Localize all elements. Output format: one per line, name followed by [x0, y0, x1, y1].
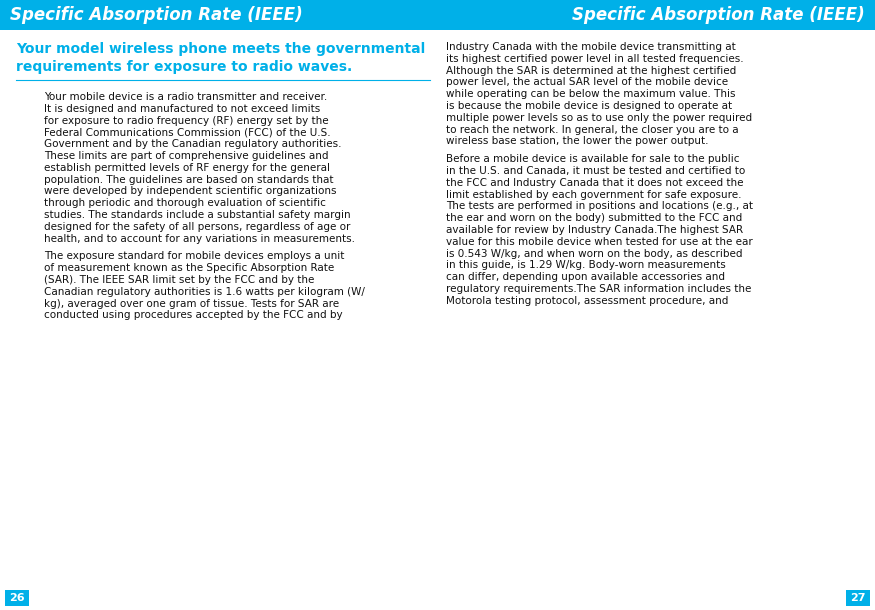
Text: studies. The standards include a substantial safety margin: studies. The standards include a substan… [44, 210, 351, 220]
Text: Federal Communications Commission (FCC) of the U.S.: Federal Communications Commission (FCC) … [44, 127, 331, 137]
Text: the FCC and Industry Canada that it does not exceed the: the FCC and Industry Canada that it does… [446, 178, 744, 188]
Text: Specific Absorption Rate (IEEE): Specific Absorption Rate (IEEE) [10, 6, 303, 24]
Text: value for this mobile device when tested for use at the ear: value for this mobile device when tested… [446, 237, 752, 247]
Text: The tests are performed in positions and locations (e.g., at: The tests are performed in positions and… [446, 201, 753, 212]
Text: were developed by independent scientific organizations: were developed by independent scientific… [44, 187, 337, 196]
Bar [5, 590, 29, 606]
Text: for exposure to radio frequency (RF) energy set by the: for exposure to radio frequency (RF) ene… [44, 116, 329, 126]
Text: Although the SAR is determined at the highest certified: Although the SAR is determined at the hi… [446, 66, 736, 76]
Text: while operating can be below the maximum value. This: while operating can be below the maximum… [446, 89, 736, 99]
Text: is 0.543 W/kg, and when worn on the body, as described: is 0.543 W/kg, and when worn on the body… [446, 249, 743, 259]
Text: (SAR). The IEEE SAR limit set by the FCC and by the: (SAR). The IEEE SAR limit set by the FCC… [44, 275, 314, 285]
Bar [0, 0, 875, 30]
Text: wireless base station, the lower the power output.: wireless base station, the lower the pow… [446, 137, 709, 146]
Text: health, and to account for any variations in measurements.: health, and to account for any variation… [44, 234, 355, 243]
Text: Specific Absorption Rate (IEEE): Specific Absorption Rate (IEEE) [572, 6, 865, 24]
Text: the ear and worn on the body) submitted to the FCC and: the ear and worn on the body) submitted … [446, 214, 742, 223]
Text: Before a mobile device is available for sale to the public: Before a mobile device is available for … [446, 154, 739, 164]
Text: power level, the actual SAR level of the mobile device: power level, the actual SAR level of the… [446, 77, 728, 87]
Text: limit established by each government for safe exposure.: limit established by each government for… [446, 190, 741, 199]
Text: These limits are part of comprehensive guidelines and: These limits are part of comprehensive g… [44, 151, 328, 161]
Text: of measurement known as the Specific Absorption Rate: of measurement known as the Specific Abs… [44, 263, 334, 273]
Text: to reach the network. In general, the closer you are to a: to reach the network. In general, the cl… [446, 124, 738, 135]
Text: in this guide, is 1.29 W/kg. Body-worn measurements: in this guide, is 1.29 W/kg. Body-worn m… [446, 260, 725, 270]
Text: kg), averaged over one gram of tissue. Tests for SAR are: kg), averaged over one gram of tissue. T… [44, 299, 340, 309]
Text: population. The guidelines are based on standards that: population. The guidelines are based on … [44, 174, 333, 185]
Text: The exposure standard for mobile devices employs a unit: The exposure standard for mobile devices… [44, 251, 345, 262]
Text: through periodic and thorough evaluation of scientific: through periodic and thorough evaluation… [44, 198, 326, 208]
Text: multiple power levels so as to use only the power required: multiple power levels so as to use only … [446, 113, 752, 123]
Text: conducted using procedures accepted by the FCC and by: conducted using procedures accepted by t… [44, 310, 343, 320]
Text: regulatory requirements.The SAR information includes the: regulatory requirements.The SAR informat… [446, 284, 752, 294]
Text: Government and by the Canadian regulatory authorities.: Government and by the Canadian regulator… [44, 139, 341, 149]
Text: 27: 27 [850, 593, 865, 603]
Text: requirements for exposure to radio waves.: requirements for exposure to radio waves… [16, 60, 353, 74]
Text: 26: 26 [9, 593, 24, 603]
Bar [846, 590, 870, 606]
Text: can differ, depending upon available accessories and: can differ, depending upon available acc… [446, 272, 725, 282]
Text: designed for the safety of all persons, regardless of age or: designed for the safety of all persons, … [44, 222, 350, 232]
Text: is because the mobile device is designed to operate at: is because the mobile device is designed… [446, 101, 732, 111]
Text: It is designed and manufactured to not exceed limits: It is designed and manufactured to not e… [44, 104, 320, 114]
Text: its highest certified power level in all tested frequencies.: its highest certified power level in all… [446, 54, 744, 64]
Text: available for review by Industry Canada.The highest SAR: available for review by Industry Canada.… [446, 225, 743, 235]
Text: establish permitted levels of RF energy for the general: establish permitted levels of RF energy … [44, 163, 330, 173]
Text: Your mobile device is a radio transmitter and receiver.: Your mobile device is a radio transmitte… [44, 92, 327, 102]
Text: Motorola testing protocol, assessment procedure, and: Motorola testing protocol, assessment pr… [446, 296, 728, 306]
Text: in the U.S. and Canada, it must be tested and certified to: in the U.S. and Canada, it must be teste… [446, 166, 746, 176]
Text: Industry Canada with the mobile device transmitting at: Industry Canada with the mobile device t… [446, 42, 736, 52]
Text: Canadian regulatory authorities is 1.6 watts per kilogram (W/: Canadian regulatory authorities is 1.6 w… [44, 287, 365, 297]
Text: Your model wireless phone meets the governmental: Your model wireless phone meets the gove… [16, 42, 425, 56]
